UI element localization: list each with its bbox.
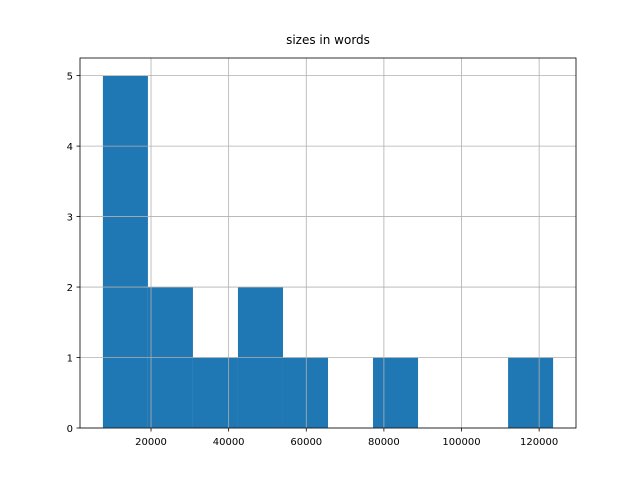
x-tick-label: 60000 (290, 437, 322, 448)
chart-title: sizes in words (286, 33, 370, 47)
bar (373, 357, 419, 428)
bar (282, 357, 328, 428)
y-tick-label: 3 (67, 213, 73, 224)
y-tick-label: 0 (67, 424, 73, 435)
bar (508, 357, 554, 428)
x-tick-label: 100000 (442, 437, 480, 448)
x-tick-label: 80000 (368, 437, 400, 448)
y-tick-label: 1 (67, 354, 73, 365)
y-tick-label: 2 (67, 283, 73, 294)
y-tick-label: 4 (67, 142, 73, 153)
x-tick-label: 20000 (135, 437, 167, 448)
x-tick-label: 120000 (520, 437, 558, 448)
x-tick-label: 40000 (213, 437, 245, 448)
y-tick-label: 5 (67, 72, 73, 83)
bar (102, 75, 148, 428)
plot-frame (79, 57, 577, 429)
bar (192, 357, 238, 428)
